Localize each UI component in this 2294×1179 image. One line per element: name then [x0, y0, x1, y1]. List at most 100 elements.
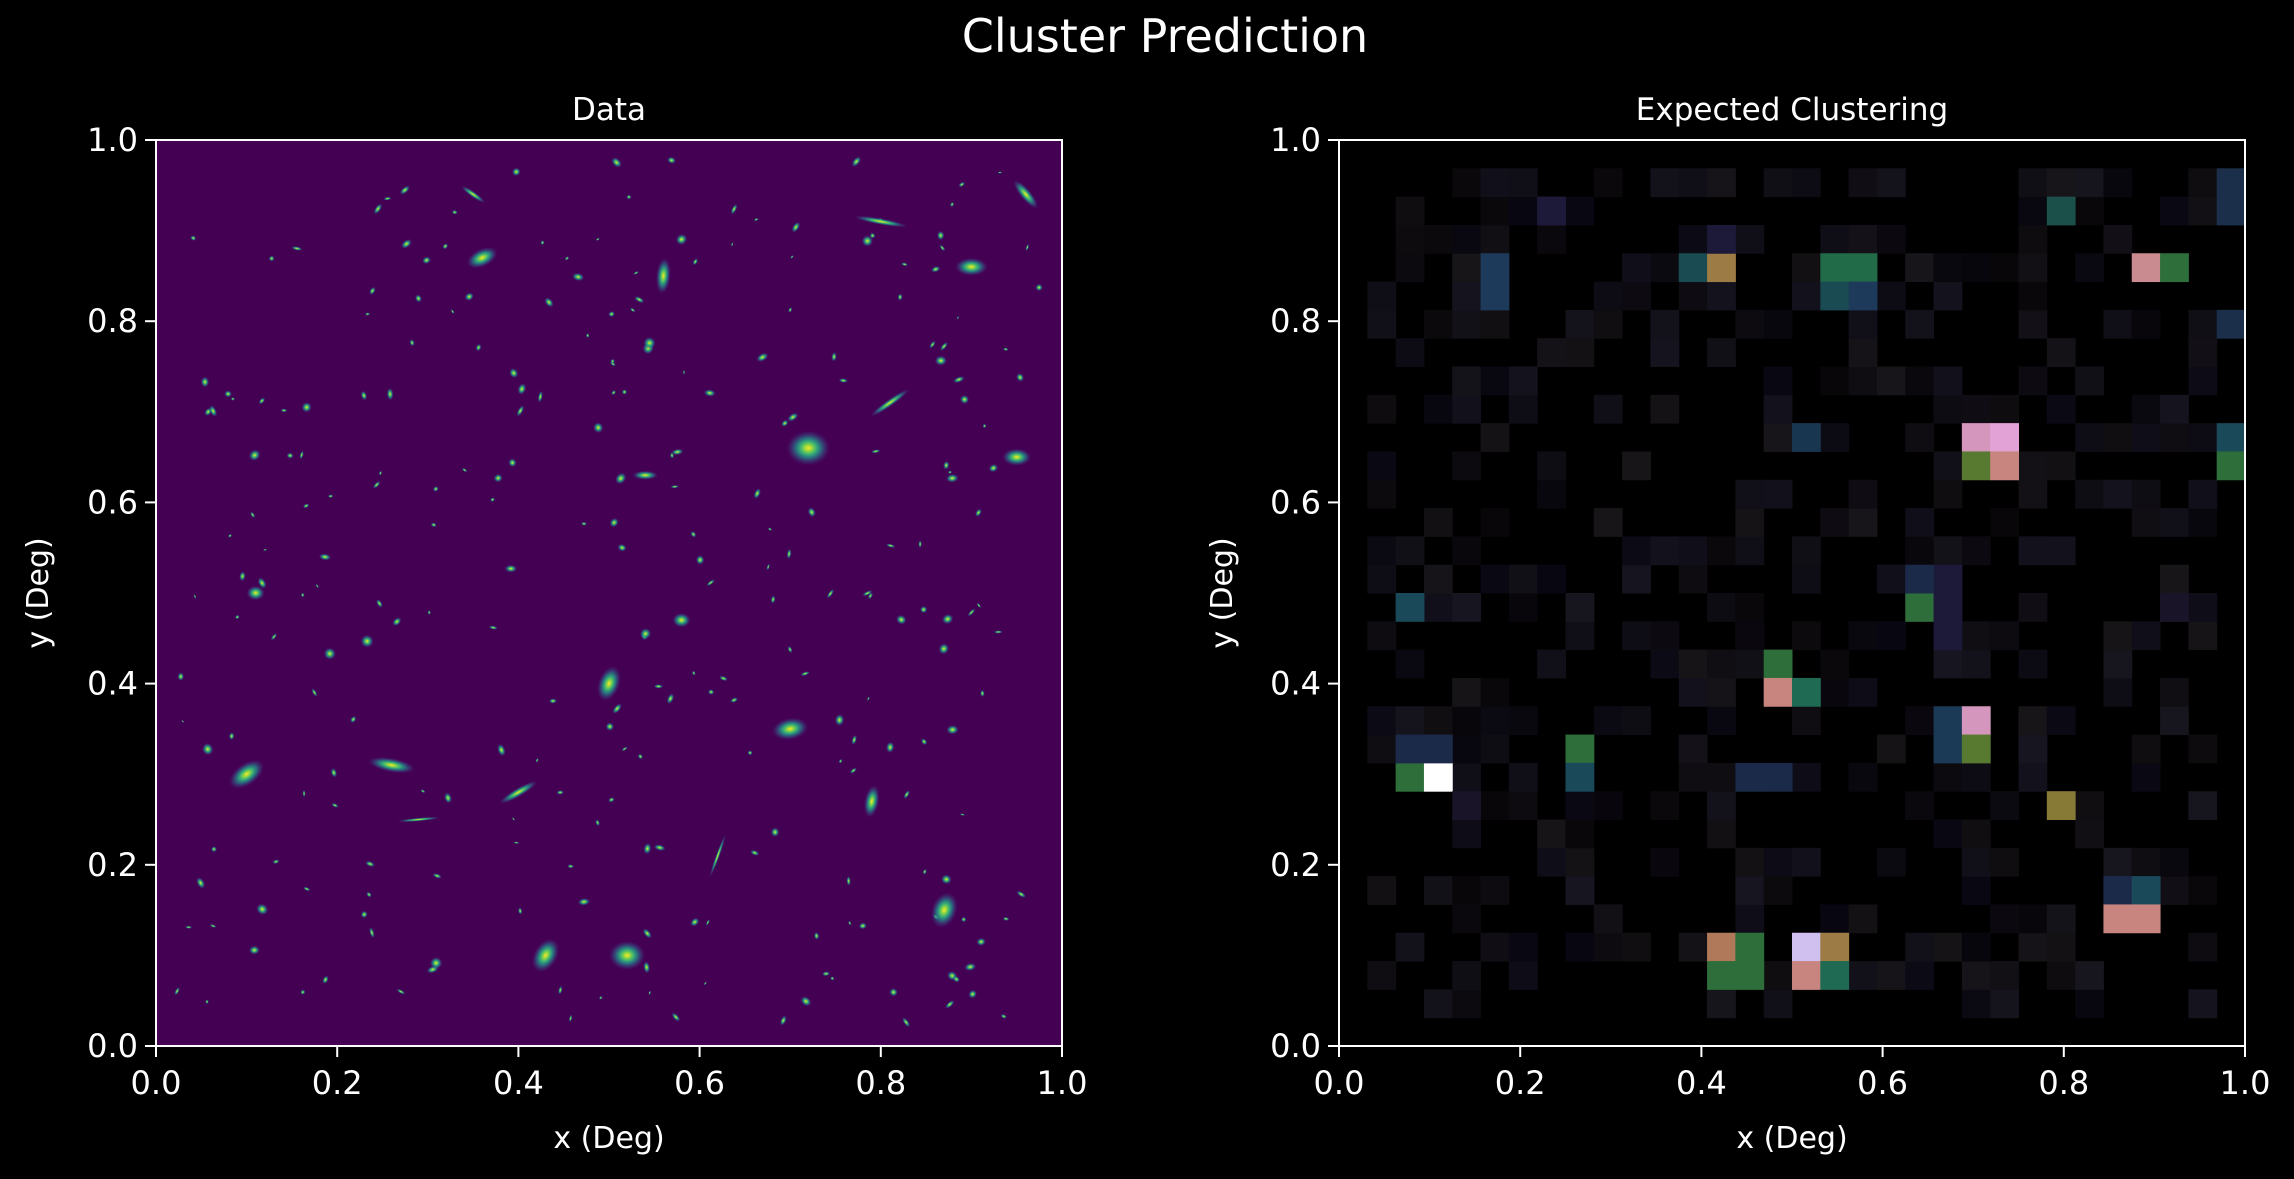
faint-source: [830, 976, 835, 981]
source-layer: [174, 156, 1043, 1028]
noise-cell: [1367, 876, 1397, 905]
noise-cell: [1650, 309, 1680, 339]
faint-source: [420, 789, 426, 794]
noise-cell: [1735, 309, 1765, 339]
noise-cell: [1820, 366, 1850, 396]
faint-source: [609, 517, 619, 528]
cluster-cell: [1792, 423, 1821, 452]
y-tick-label: 0.4: [87, 665, 138, 703]
noise-cell: [2046, 961, 2076, 990]
faint-source: [595, 819, 600, 827]
noise-cell: [2018, 196, 2048, 226]
noise-cell: [1792, 706, 1821, 736]
noise-cell: [1480, 876, 1510, 905]
panel-clustering-frame: [1338, 139, 2246, 1047]
noise-cell: [1990, 621, 2019, 651]
x-tick-label: 1.0: [2220, 1064, 2271, 1102]
noise-cell: [2188, 876, 2218, 905]
x-tick-label: 0.0: [1314, 1064, 1365, 1102]
noise-cell: [1848, 677, 1878, 707]
noise-cell: [2131, 309, 2161, 339]
noise-cell: [1792, 847, 1821, 877]
noise-cell: [1480, 677, 1510, 707]
faint-source: [330, 767, 338, 778]
faint-source: [331, 802, 339, 808]
cluster-cell: [1735, 961, 1765, 990]
faint-source: [786, 548, 792, 560]
faint-source: [577, 898, 591, 906]
noise-cell: [1395, 932, 1425, 962]
faint-source: [945, 1000, 955, 1009]
faint-source: [490, 497, 495, 502]
noise-cell: [1508, 196, 1538, 226]
noise-cell: [2018, 904, 2048, 934]
galaxy-source: [632, 470, 658, 480]
faint-source: [504, 564, 518, 573]
noise-cell: [2075, 253, 2104, 283]
noise-cell: [1480, 423, 1510, 452]
y-axis-ticks: 0.0 0.2 0.4 0.6 0.8 1.0: [87, 121, 156, 1065]
noise-cell: [1876, 281, 1906, 311]
noise-cell: [1452, 819, 1482, 849]
galaxy-source: [397, 816, 441, 823]
faint-source: [813, 931, 820, 940]
noise-cell: [1990, 394, 2019, 424]
galaxy-source: [854, 215, 908, 228]
faint-source: [464, 292, 474, 301]
noise-cell: [1820, 224, 1850, 254]
noise-cell: [2018, 451, 2048, 481]
noise-cell: [2103, 168, 2133, 198]
noise-cell: [2188, 309, 2218, 339]
faint-source: [612, 703, 622, 714]
noise-cell: [1707, 762, 1736, 792]
noise-cell: [2188, 338, 2218, 367]
faint-source: [537, 390, 543, 403]
noise-cell: [1508, 593, 1538, 622]
noise-cell: [1876, 961, 1906, 990]
noise-cell: [1452, 366, 1482, 396]
faint-source: [976, 602, 982, 609]
faint-source: [516, 405, 525, 417]
faint-source: [666, 693, 675, 705]
faint-source: [190, 235, 197, 241]
noise-cell: [2046, 394, 2076, 424]
faint-source: [230, 397, 235, 401]
cluster-cell: [1395, 734, 1425, 764]
noise-cell: [1961, 932, 1991, 962]
cluster-cell: [2160, 253, 2189, 283]
noise-cell: [1820, 677, 1850, 707]
noise-cell: [1565, 876, 1595, 905]
cell-layer: [1395, 168, 2245, 990]
noise-cell: [2075, 366, 2104, 396]
noise-cell: [1707, 677, 1736, 707]
noise-cell: [2160, 706, 2189, 736]
faint-source: [427, 610, 431, 615]
noise-cell: [1961, 394, 1991, 424]
noise-cell: [1452, 734, 1482, 764]
noise-cell: [1848, 309, 1878, 339]
faint-source: [653, 684, 664, 689]
noise-cell: [1622, 451, 1651, 481]
noise-cell: [1876, 224, 1906, 254]
faint-source: [224, 390, 232, 398]
noise-cell: [1593, 168, 1623, 198]
faint-source: [958, 181, 966, 188]
noise-cell: [1423, 564, 1453, 594]
faint-source: [611, 390, 617, 396]
noise-cell: [1508, 168, 1538, 198]
faint-source: [692, 670, 696, 676]
noise-cell: [1735, 508, 1765, 537]
noise-cell: [1933, 394, 1963, 424]
faint-source: [1002, 347, 1009, 351]
faint-source: [548, 698, 557, 704]
noise-cell: [1622, 621, 1651, 651]
noise-cell: [1933, 649, 1963, 679]
noise-cell: [1622, 536, 1651, 566]
faint-source: [209, 405, 218, 417]
faint-source: [595, 237, 600, 241]
faint-source: [703, 389, 716, 397]
noise-cell: [1367, 479, 1397, 509]
faint-source: [902, 1017, 911, 1028]
faint-source: [707, 689, 715, 695]
x-axis-label: x (Deg): [1736, 1121, 1847, 1156]
